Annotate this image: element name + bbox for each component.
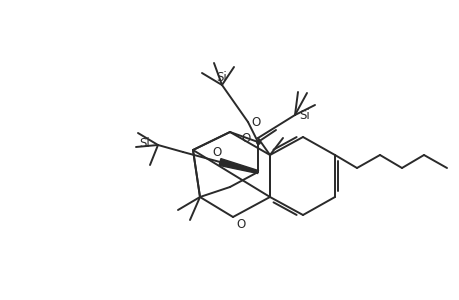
Text: Si: Si <box>139 136 150 149</box>
Text: O: O <box>251 116 260 128</box>
Text: O: O <box>212 146 221 158</box>
Text: O: O <box>236 218 245 232</box>
Text: Si: Si <box>216 70 227 83</box>
Text: O: O <box>241 131 251 145</box>
Polygon shape <box>218 159 258 173</box>
Text: Si: Si <box>299 109 310 122</box>
